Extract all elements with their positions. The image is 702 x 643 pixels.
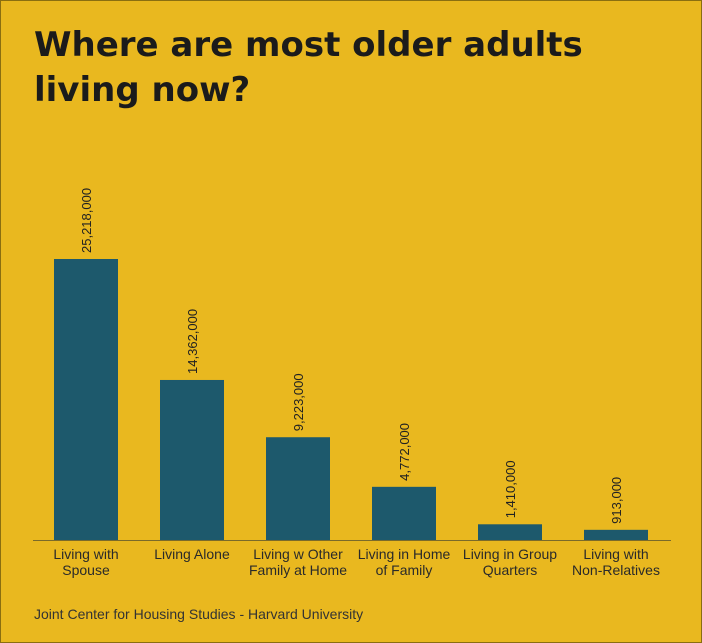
category-label-2-1: Family at Home xyxy=(249,562,347,578)
category-label-3-1: of Family xyxy=(376,562,433,578)
category-label-3-0: Living in Home xyxy=(358,546,451,562)
value-label-2: 9,223,000 xyxy=(291,373,306,431)
category-label-1-0: Living Alone xyxy=(154,546,230,562)
chart-title: Where are most older adults living now? xyxy=(34,25,583,110)
bar-0 xyxy=(54,259,118,540)
value-label-0: 25,218,000 xyxy=(79,188,94,253)
category-label-5-0: Living with xyxy=(583,546,648,562)
source-note: Joint Center for Housing Studies - Harva… xyxy=(34,606,364,622)
value-label-4: 1,410,000 xyxy=(503,460,518,518)
category-label-0-1: Spouse xyxy=(62,562,110,578)
category-label-5-1: Non-Relatives xyxy=(572,562,660,578)
category-label-4-0: Living in Group xyxy=(463,546,557,562)
bar-5 xyxy=(584,529,648,540)
bar-1 xyxy=(160,379,224,540)
bar-4 xyxy=(478,524,542,540)
value-label-3: 4,772,000 xyxy=(397,423,412,481)
bar-2 xyxy=(266,437,330,540)
value-label-5: 913,000 xyxy=(609,477,624,524)
bar-3 xyxy=(372,486,436,540)
category-label-4-1: Quarters xyxy=(483,562,537,578)
category-label-0-0: Living with xyxy=(53,546,118,562)
category-label-2-0: Living w Other xyxy=(253,546,343,562)
value-label-1: 14,362,000 xyxy=(185,309,200,374)
